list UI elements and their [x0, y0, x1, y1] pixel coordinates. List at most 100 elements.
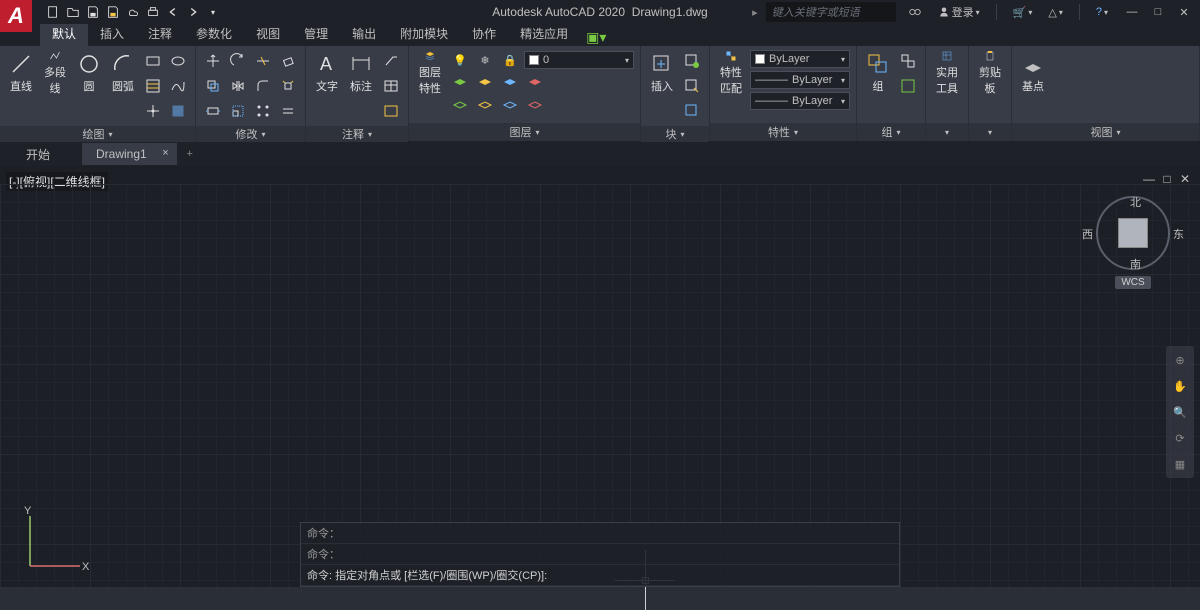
add-tab-button[interactable]: +: [179, 144, 201, 164]
layprev-icon[interactable]: [499, 95, 521, 117]
arc-tool[interactable]: 圆弧: [108, 50, 138, 96]
fillet-icon[interactable]: [252, 75, 274, 97]
region-tool-icon[interactable]: [167, 100, 189, 122]
tab-parametric[interactable]: 参数化: [184, 21, 244, 46]
utilities-tool[interactable]: 实用工具: [932, 50, 962, 96]
viewcube-south[interactable]: 南: [1130, 256, 1141, 272]
tab-default[interactable]: 默认: [40, 21, 88, 46]
drawing-area[interactable]: [-][俯视][二维线框] — □ ✕ 北 南 西 东 WCS ⊕ ✋ 🔍 ⟳ …: [0, 166, 1200, 587]
help-icon[interactable]: ?▾: [1092, 6, 1112, 18]
ungroup-icon[interactable]: [897, 50, 919, 72]
viewcube-west[interactable]: 西: [1082, 226, 1093, 242]
dimension-tool[interactable]: 标注: [346, 50, 376, 96]
cloud-icon[interactable]: [124, 3, 142, 21]
block-attr-icon[interactable]: [681, 100, 703, 122]
minimize-button[interactable]: —: [1120, 3, 1144, 21]
scale-icon[interactable]: [227, 100, 249, 122]
copy-icon[interactable]: [202, 75, 224, 97]
table-icon[interactable]: [380, 75, 402, 97]
layerlck-icon[interactable]: [524, 72, 546, 94]
explode-icon[interactable]: [277, 75, 299, 97]
panel-properties-title[interactable]: 特性: [710, 123, 856, 141]
layeriso-icon[interactable]: [449, 72, 471, 94]
orbit-icon[interactable]: ⟳: [1170, 428, 1190, 448]
laymch-icon[interactable]: [474, 95, 496, 117]
undo-icon[interactable]: [164, 3, 182, 21]
tab-insert[interactable]: 插入: [88, 21, 136, 46]
layeroff-icon[interactable]: [474, 72, 496, 94]
viewcube-face[interactable]: [1118, 218, 1148, 248]
save-icon[interactable]: [84, 3, 102, 21]
block-edit-icon[interactable]: [681, 75, 703, 97]
tab-manage[interactable]: 管理: [292, 21, 340, 46]
cmd-prompt[interactable]: 命令: 指定对角点或 [栏选(F)/圈围(WP)/圈交(CP)]:: [301, 565, 899, 586]
rotate-icon[interactable]: [227, 50, 249, 72]
match-props[interactable]: 特性 匹配: [716, 50, 746, 96]
panel-annotate-title[interactable]: 注释: [306, 126, 408, 142]
block-create-icon[interactable]: [681, 50, 703, 72]
groupedit-icon[interactable]: [897, 75, 919, 97]
offset-icon[interactable]: [277, 100, 299, 122]
layer-bulb-icon[interactable]: 💡: [449, 49, 471, 71]
tab-featured[interactable]: 精选应用: [508, 21, 580, 46]
panel-layer-title[interactable]: 图层: [409, 123, 640, 141]
panel-draw-title[interactable]: 绘图: [0, 126, 195, 142]
panel-modify-title[interactable]: 修改: [196, 126, 305, 142]
saveas-icon[interactable]: [104, 3, 122, 21]
fullnav-icon[interactable]: ⊕: [1170, 350, 1190, 370]
line-tool[interactable]: 直线: [6, 50, 36, 96]
close-icon[interactable]: ×: [162, 147, 168, 159]
laywalk-icon[interactable]: [524, 95, 546, 117]
a360-icon[interactable]: △▾: [1044, 6, 1066, 19]
base-tool[interactable]: 基点: [1018, 50, 1048, 96]
qat-dropdown-icon[interactable]: ▾: [204, 3, 222, 21]
doc-tab-start[interactable]: 开始: [12, 142, 80, 167]
paste-tool[interactable]: 剪贴板: [975, 50, 1005, 96]
move-icon[interactable]: [202, 50, 224, 72]
linetype-combo[interactable]: ———ByLayer▾: [750, 92, 850, 110]
maximize-button[interactable]: □: [1146, 3, 1170, 21]
laymcur-icon[interactable]: [449, 95, 471, 117]
layer-current-combo[interactable]: 0▾: [524, 51, 634, 69]
rect-tool-icon[interactable]: [142, 50, 164, 72]
lineweight-combo[interactable]: ———ByLayer▾: [750, 71, 850, 89]
redo-icon[interactable]: [184, 3, 202, 21]
tab-annotate[interactable]: 注释: [136, 21, 184, 46]
layer-properties[interactable]: 图层 特性: [415, 50, 445, 96]
color-combo[interactable]: ByLayer▾: [750, 50, 850, 68]
panel-utilities-title[interactable]: [926, 123, 968, 141]
plot-icon[interactable]: [144, 3, 162, 21]
command-line[interactable]: 命令： 命令： 命令: 指定对角点或 [栏选(F)/圈围(WP)/圈交(CP)]…: [300, 522, 900, 587]
panel-block-title[interactable]: 块: [641, 126, 709, 142]
viewcube-north[interactable]: 北: [1130, 194, 1141, 210]
search-input[interactable]: 键入关键字或短语: [766, 2, 896, 22]
mtext-icon[interactable]: [380, 100, 402, 122]
doc-tab-drawing[interactable]: Drawing1×: [82, 143, 177, 165]
tab-output[interactable]: 输出: [340, 21, 388, 46]
cart-icon[interactable]: 🛒▾: [1009, 6, 1037, 19]
group-tool[interactable]: 组: [863, 50, 893, 96]
zoom-icon[interactable]: 🔍: [1170, 402, 1190, 422]
close-button[interactable]: ✕: [1172, 3, 1196, 21]
erase-icon[interactable]: [277, 50, 299, 72]
viewcube-east[interactable]: 东: [1173, 226, 1184, 242]
showmotion-icon[interactable]: ▦: [1170, 454, 1190, 474]
text-tool[interactable]: A文字: [312, 50, 342, 96]
layer-lock-icon[interactable]: 🔒: [499, 49, 521, 71]
infocenter-icon[interactable]: [904, 5, 926, 19]
new-icon[interactable]: [44, 3, 62, 21]
pan-icon[interactable]: ✋: [1170, 376, 1190, 396]
ellipse-tool-icon[interactable]: [167, 50, 189, 72]
app-logo[interactable]: A: [0, 0, 32, 32]
layer-freeze-icon[interactable]: ❄: [474, 49, 496, 71]
wcs-label[interactable]: WCS: [1115, 276, 1150, 289]
tab-addins[interactable]: 附加模块: [388, 21, 460, 46]
array-icon[interactable]: [252, 100, 274, 122]
layerfrz-icon[interactable]: [499, 72, 521, 94]
panel-group-title[interactable]: 组: [857, 123, 925, 141]
open-icon[interactable]: [64, 3, 82, 21]
stretch-icon[interactable]: [202, 100, 224, 122]
viewcube[interactable]: 北 南 西 东 WCS: [1096, 196, 1170, 289]
mirror-icon[interactable]: [227, 75, 249, 97]
point-tool-icon[interactable]: [142, 100, 164, 122]
